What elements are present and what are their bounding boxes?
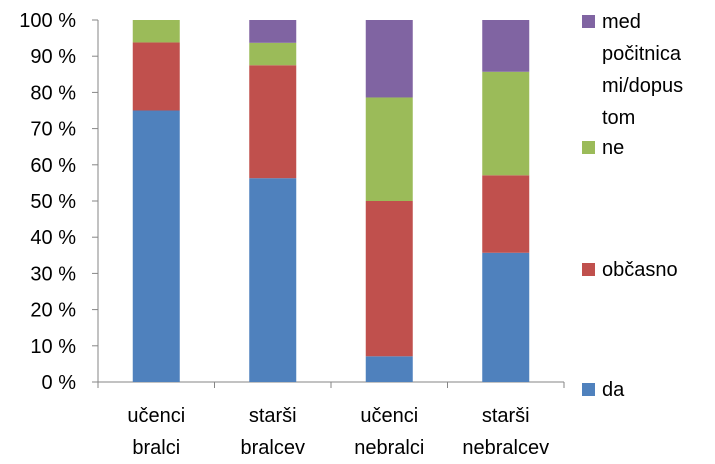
bar-segment-da xyxy=(482,252,530,382)
bar-segment-med-po-itnica-mi-dopustom xyxy=(365,20,413,98)
y-tick-label: 50 % xyxy=(30,191,76,213)
y-tick-label: 10 % xyxy=(30,336,76,358)
bar-segment-da xyxy=(132,110,180,382)
y-tick-label: 100 % xyxy=(19,10,76,32)
legend-swatch xyxy=(582,141,595,154)
bar-segment-med-po-itnica-mi-dopustom xyxy=(249,20,297,43)
bar-segment-ob-asno xyxy=(365,201,413,357)
legend-label: da xyxy=(602,379,625,401)
legend-swatch xyxy=(582,383,595,396)
y-tick-label: 30 % xyxy=(30,263,76,285)
legend-swatch xyxy=(582,263,595,276)
bar-segment-da xyxy=(249,178,297,382)
y-tick-label: 40 % xyxy=(30,227,76,249)
x-category-label: učenci bralci xyxy=(127,405,185,459)
bar-segment-ob-asno xyxy=(482,175,530,253)
y-tick-label: 90 % xyxy=(30,46,76,68)
legend-label: ne xyxy=(602,137,624,159)
legend-label: med počitnica mi/dopus tom xyxy=(602,11,683,129)
bar-segment-ob-asno xyxy=(132,42,180,111)
x-category-label: učenci nebralci xyxy=(354,405,424,459)
bar-segment-ne xyxy=(249,42,297,66)
y-tick-label: 60 % xyxy=(30,155,76,177)
bar-segment-ne xyxy=(365,97,413,201)
y-tick-label: 70 % xyxy=(30,119,76,141)
x-category-label: starši nebralcev xyxy=(462,405,549,459)
x-category-label: starši bralcev xyxy=(241,405,305,459)
legend-swatch xyxy=(582,15,595,28)
y-tick-label: 20 % xyxy=(30,300,76,322)
bar-segment-da xyxy=(365,356,413,382)
bar-segment-ne xyxy=(132,20,180,43)
bar-segment-ob-asno xyxy=(249,65,297,179)
y-tick-label: 0 % xyxy=(42,372,77,394)
bar-segment-ne xyxy=(482,71,530,176)
y-tick-label: 80 % xyxy=(30,82,76,104)
legend-label: občasno xyxy=(602,259,678,281)
bar-segment-med-po-itnica-mi-dopustom xyxy=(482,20,530,72)
